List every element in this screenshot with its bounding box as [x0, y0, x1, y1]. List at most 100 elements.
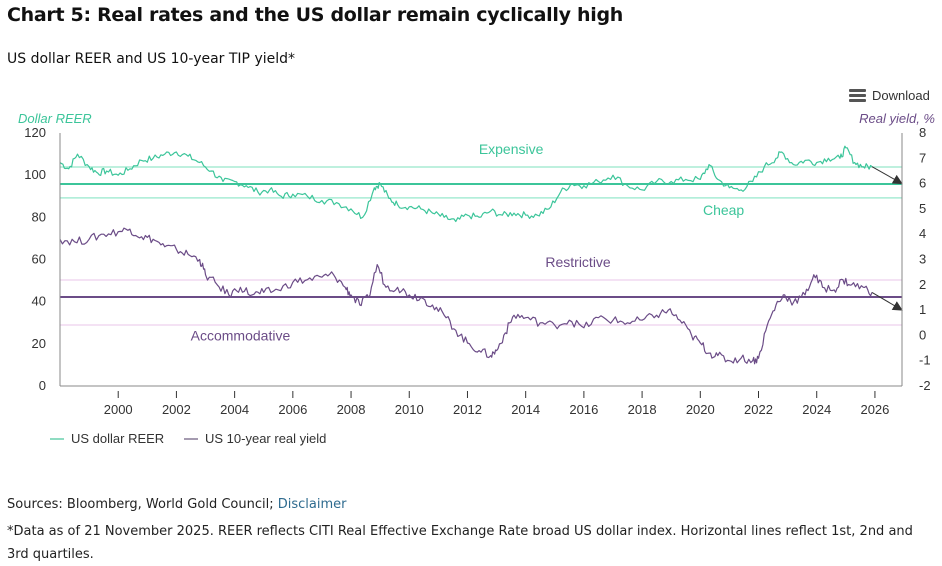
reer-data-point	[431, 212, 433, 214]
real-yield-data-point	[539, 322, 541, 324]
real-yield-data-point	[277, 289, 279, 291]
real-yield-data-point	[775, 304, 777, 306]
legend-reer-label[interactable]: US dollar REER	[71, 431, 164, 446]
real-yield-data-point	[679, 319, 681, 321]
zone-label-accommodative: Accommodative	[191, 327, 291, 343]
real-yield-data-point	[813, 273, 815, 275]
reer-data-point	[827, 157, 829, 159]
reer-data-point	[862, 166, 864, 168]
x-tick-label: 2026	[860, 402, 889, 417]
right-axis-title: Real yield, %	[859, 111, 935, 126]
real-yield-data-point	[568, 319, 570, 321]
real-yield-data-point	[164, 246, 166, 248]
real-yield-data-point	[862, 286, 864, 288]
real-yield-data-point	[152, 238, 154, 240]
reer-data-point	[536, 214, 538, 216]
real-yield-data-point	[821, 286, 823, 288]
reer-data-point	[816, 161, 818, 163]
reer-data-point	[164, 153, 166, 155]
reer-data-point	[571, 182, 573, 184]
zone-label-expensive: Expensive	[479, 141, 544, 157]
download-label: Download	[872, 88, 930, 103]
reer-series-line	[59, 145, 873, 223]
left-axis-title: Dollar REER	[18, 111, 92, 126]
real-yield-data-point	[490, 354, 492, 356]
real-yield-data-point	[612, 319, 614, 321]
reer-data-point	[388, 197, 390, 199]
right-y-tick-label: -1	[919, 353, 931, 368]
real-yield-data-point	[757, 357, 759, 359]
sources-line: Sources: Bloomberg, World Gold Council; …	[7, 497, 346, 512]
x-tick-label: 2010	[395, 402, 424, 417]
real-yield-data-point	[784, 294, 786, 296]
reer-data-point	[699, 178, 701, 180]
real-yield-data-point	[175, 248, 177, 250]
real-yield-data-point	[129, 228, 131, 230]
reer-data-point	[321, 199, 323, 201]
zone-label-restrictive: Restrictive	[545, 254, 611, 270]
right-y-tick-label: 1	[919, 302, 926, 317]
left-y-tick-label: 80	[32, 209, 46, 224]
reer-data-point	[708, 163, 710, 165]
reer-data-point	[306, 195, 308, 197]
real-yield-data-point	[667, 309, 669, 311]
x-tick-label: 2014	[511, 402, 540, 417]
reer-data-point	[763, 166, 765, 168]
real-yield-data-point	[751, 360, 753, 362]
left-y-tick-label: 120	[24, 125, 46, 140]
legend-yield-label[interactable]: US 10-year real yield	[205, 431, 326, 446]
reer-data-point	[117, 174, 119, 176]
zone-label-cheap: Cheap	[703, 202, 744, 218]
reer-data-point	[152, 157, 154, 159]
real-yield-data-point	[251, 294, 253, 296]
download-button[interactable]: Download	[849, 88, 930, 103]
real-yield-data-point	[228, 294, 230, 296]
reer-data-point	[97, 172, 99, 174]
reer-data-point	[490, 210, 492, 212]
real-yield-data-point	[478, 349, 480, 351]
reer-data-point	[210, 170, 212, 172]
reer-data-point	[626, 185, 628, 187]
reer-data-point	[420, 208, 422, 210]
footnote: *Data as of 21 November 2025. REER refle…	[7, 524, 913, 562]
real-yield-data-point	[513, 314, 515, 316]
reer-data-point	[396, 203, 398, 205]
real-yield-data-point	[443, 314, 445, 316]
left-y-tick-label: 0	[39, 378, 46, 393]
real-yield-data-point	[359, 304, 361, 306]
reer-data-point	[268, 189, 270, 191]
right-y-tick-label: 2	[919, 277, 926, 292]
real-yield-data-point	[597, 316, 599, 318]
reer-data-point	[361, 216, 363, 218]
real-yield-data-point	[833, 289, 835, 291]
reer-data-point	[455, 220, 457, 222]
real-yield-data-point	[690, 334, 692, 336]
reer-data-point	[597, 180, 599, 182]
real-yield-data-point	[495, 349, 497, 351]
real-yield-data-point	[199, 258, 201, 260]
real-yield-data-point	[420, 296, 422, 298]
real-yield-data-point	[332, 273, 334, 275]
x-tick-label: 2008	[337, 402, 366, 417]
real-yield-data-point	[842, 279, 844, 281]
left-y-tick-label: 60	[32, 252, 46, 267]
reer-data-point	[466, 214, 468, 216]
reer-data-point	[408, 206, 410, 208]
reer-data-point	[655, 180, 657, 182]
reer-data-point	[187, 155, 189, 157]
disclaimer-link[interactable]: Disclaimer	[277, 497, 347, 512]
reer-data-point	[88, 166, 90, 168]
reer-data-point	[245, 185, 247, 187]
reer-data-point	[68, 168, 70, 170]
reer-data-point	[513, 212, 515, 214]
right-y-tick-label: 3	[919, 252, 926, 267]
real-yield-data-point	[728, 360, 730, 362]
real-yield-series-line	[59, 227, 873, 365]
real-yield-data-point	[408, 294, 410, 296]
reer-data-point	[129, 168, 131, 170]
reer-data-point	[478, 216, 480, 218]
x-tick-label: 2016	[569, 402, 598, 417]
real-yield-data-point	[850, 284, 852, 286]
reer-data-point	[792, 163, 794, 165]
reer-data-point	[685, 178, 687, 180]
